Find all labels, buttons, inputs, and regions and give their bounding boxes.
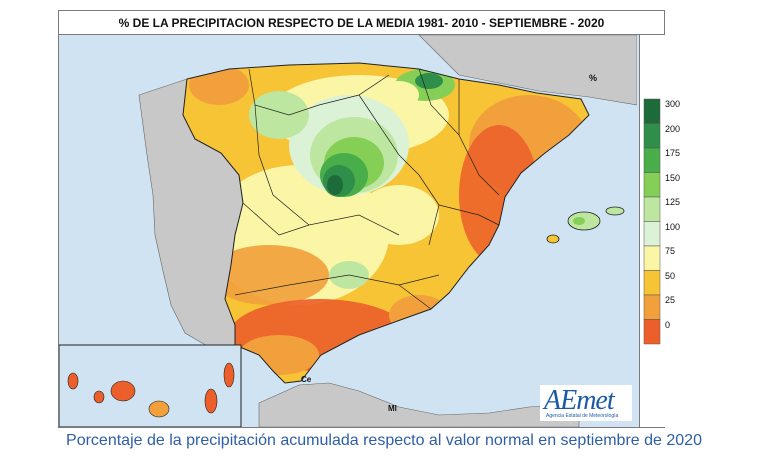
map-frame: % DE LA PRECIPITACION RESPECTO DE LA MED… [58, 10, 666, 428]
legend-swatch [643, 270, 661, 296]
legend-label: 0 [665, 319, 671, 330]
legend-label: 75 [665, 246, 676, 256]
legend-swatch [643, 294, 661, 320]
logo-subtitle: Agencia Estatal de Meteorología [546, 413, 619, 419]
legend-label: 25 [665, 295, 676, 305]
legend-bar [643, 98, 661, 345]
legend [639, 35, 666, 427]
balearic-islands [546, 206, 625, 244]
legend-label: 150 [665, 172, 681, 183]
precipitation-map [59, 35, 637, 427]
africa-land [258, 382, 580, 427]
legend-label: 50 [665, 270, 676, 281]
legend-label: 175 [665, 148, 681, 158]
legend-swatch [643, 221, 661, 247]
legend-swatch [643, 319, 661, 345]
regional-borders [234, 68, 500, 310]
map-title: % DE LA PRECIPITACION RESPECTO DE LA MED… [59, 11, 664, 35]
legend-swatch [643, 172, 661, 198]
spain-mainland [183, 63, 589, 383]
legend-swatch [643, 245, 661, 271]
legend-unit: % [589, 73, 598, 83]
france-land [418, 35, 637, 106]
legend-swatch [643, 123, 661, 149]
place-label-ceuta: Ce [301, 375, 312, 384]
logo-text: AEmet [544, 385, 615, 416]
legend-label: 125 [665, 197, 681, 207]
legend-label: 200 [665, 123, 681, 134]
canary-islands-inset [59, 344, 242, 427]
legend-swatch [643, 147, 661, 173]
legend-swatch [643, 196, 661, 222]
place-label-melilla: Ml [388, 404, 397, 413]
legend-label: 100 [665, 221, 681, 232]
legend-label: 300 [665, 99, 681, 109]
legend-swatch [643, 98, 661, 124]
caption: Porcentaje de la precipitación acumulada… [66, 432, 702, 449]
aemet-logo: AEmet Agencia Estatal de Meteorología [540, 385, 632, 421]
map-area [59, 35, 637, 427]
